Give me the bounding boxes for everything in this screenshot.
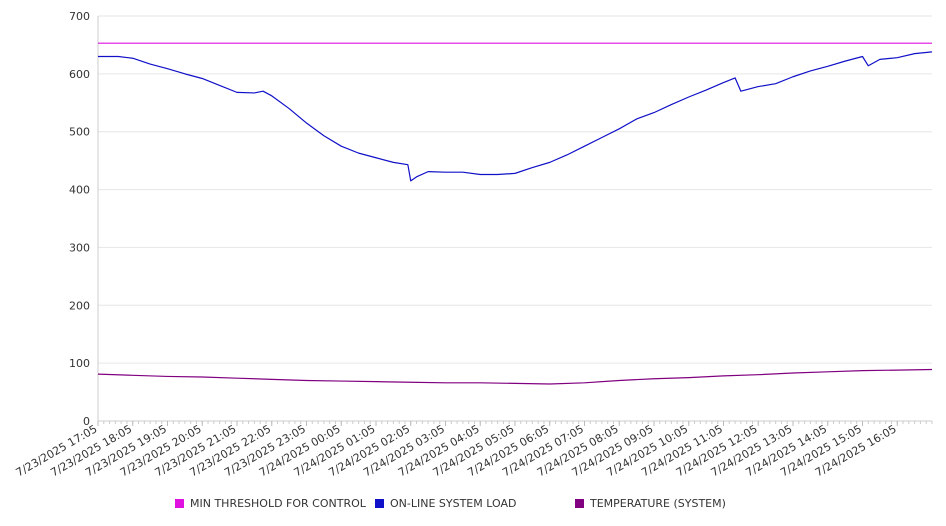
y-axis: 0 100 200 300 400 500 600 700 <box>69 10 99 428</box>
legend-label: TEMPERATURE (SYSTEM) <box>590 497 726 510</box>
y-tick-label: 300 <box>69 241 90 254</box>
legend-item: ON-LINE SYSTEM LOAD <box>375 497 516 510</box>
x-axis: 7/23/2025 17:057/23/2025 18:057/23/2025 … <box>14 420 933 479</box>
series-line-temperature-system <box>97 368 933 385</box>
y-tick-label: 700 <box>69 10 90 23</box>
y-tick-label: 600 <box>69 68 90 81</box>
legend-swatch <box>375 499 384 508</box>
legend-item: TEMPERATURE (SYSTEM) <box>575 497 726 510</box>
legend-label: ON-LINE SYSTEM LOAD <box>390 497 517 510</box>
grid-lines <box>98 15 932 364</box>
series-line-on-line-system-load <box>98 51 933 182</box>
y-tick-label: 100 <box>69 357 90 370</box>
y-tick-label: 0 <box>83 415 90 428</box>
series-lines <box>97 42 933 385</box>
legend-swatch <box>575 499 584 508</box>
y-tick-label: 500 <box>69 126 90 139</box>
y-tick-label: 200 <box>69 299 90 312</box>
y-tick-label: 400 <box>69 184 90 197</box>
legend: MIN THRESHOLD FOR CONTROL ON-LINE SYSTEM … <box>0 497 946 515</box>
legend-swatch <box>175 499 184 508</box>
legend-item: MIN THRESHOLD FOR CONTROL <box>175 497 366 510</box>
legend-label: MIN THRESHOLD FOR CONTROL <box>190 497 366 510</box>
